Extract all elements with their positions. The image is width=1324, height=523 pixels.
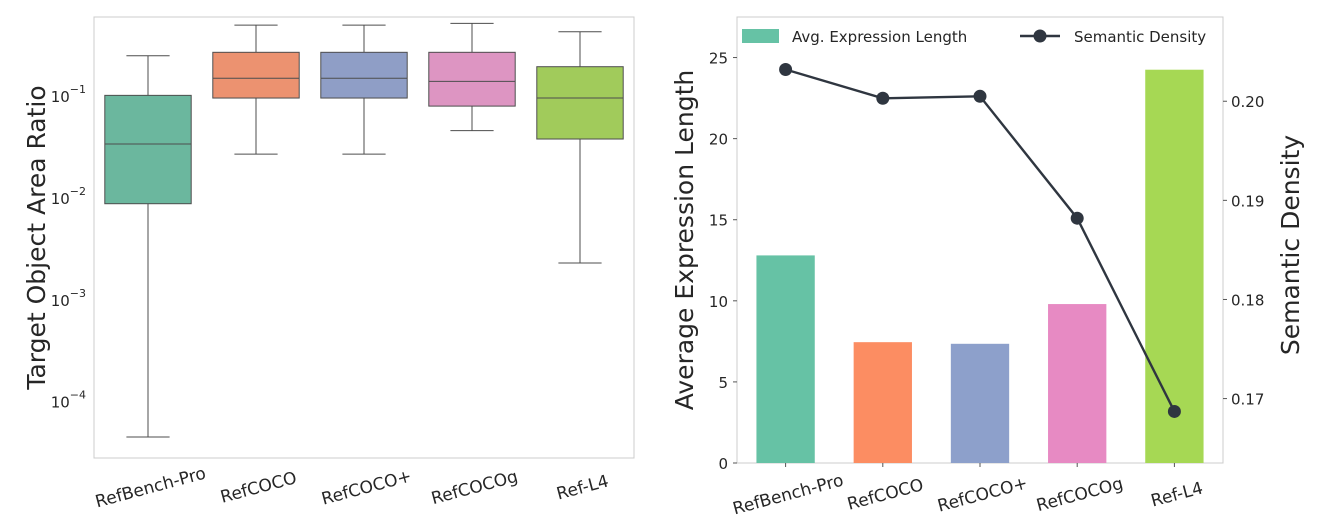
box-RefCOCOg <box>428 22 516 132</box>
density-point-RefCOCO+ <box>973 89 987 103</box>
bar-RefCOCO <box>853 342 912 463</box>
y-tick-label-left: 10−3 <box>51 287 86 310</box>
y-axis-label-left: Target Object Area Ratio <box>22 85 51 390</box>
y-tick-label-right-chart: 20 <box>709 131 728 149</box>
legend: Avg. Expression Length Semantic Density <box>742 28 1206 46</box>
y-tick-label-right-chart: 25 <box>709 50 728 68</box>
y2-tick-label: 0.18 <box>1231 291 1264 309</box>
plot-frame-left <box>93 16 635 459</box>
x-tick-label-right: RefBench-Pro <box>731 471 846 520</box>
box-iqr <box>212 51 300 99</box>
y2-tick-label: 0.20 <box>1231 93 1264 111</box>
density-point-RefCOCO <box>876 91 890 105</box>
density-point-RefCOCOg <box>1070 211 1084 225</box>
y-tick-label-right-chart: 0 <box>718 455 728 473</box>
x-tick-label-left: RefCOCOg <box>429 467 520 509</box>
box-RefCOCO+ <box>320 24 408 155</box>
legend-swatch-marker <box>1033 29 1047 43</box>
bar-RefCOCO+ <box>950 343 1010 463</box>
y2-tick-label: 0.19 <box>1231 192 1264 210</box>
y-axis-label-right-chart: Average Expression Length <box>670 70 699 411</box>
box-iqr <box>320 51 408 99</box>
y2-axis-label: Semantic Density <box>1276 135 1305 355</box>
x-tick-label-right: RefCOCOg <box>1034 474 1125 516</box>
y-tick-label-right-chart: 10 <box>709 293 728 311</box>
legend-swatch-bar <box>742 29 779 43</box>
density-point-RefBench-Pro <box>779 63 793 77</box>
y2-tick-label: 0.17 <box>1231 391 1264 409</box>
box-RefCOCO <box>212 24 300 155</box>
x-tick-label-left: RefCOCO+ <box>320 466 414 509</box>
legend-label-line: Semantic Density <box>1074 28 1206 46</box>
y-tick-label-right-chart: 15 <box>709 212 728 230</box>
box-RefBench-Pro <box>104 55 192 438</box>
box-iqr <box>428 51 516 107</box>
x-tick-label-right: Ref-L4 <box>1149 478 1205 511</box>
bar-Ref-L4 <box>1145 69 1204 463</box>
box-iqr <box>104 94 192 205</box>
x-tick-label-left: RefBench-Pro <box>93 464 208 513</box>
y-tick-label-left: 10−2 <box>51 185 86 208</box>
bar-RefCOCOg <box>1048 304 1107 463</box>
x-tick-label-right: RefCOCO+ <box>936 473 1030 516</box>
box-Ref-L4 <box>536 31 624 264</box>
y-tick-label-right-chart: 5 <box>718 374 728 392</box>
y-tick-label-left: 10−1 <box>51 83 86 106</box>
bar-RefBench-Pro <box>756 255 815 463</box>
legend-label-bar: Avg. Expression Length <box>792 28 967 46</box>
x-tick-label-left: Ref-L4 <box>554 471 610 504</box>
box-iqr <box>536 66 624 140</box>
y-tick-label-left: 10−4 <box>51 389 86 412</box>
x-tick-label-left: RefCOCO <box>218 468 299 508</box>
x-tick-label-right: RefCOCO <box>845 475 926 515</box>
density-point-Ref-L4 <box>1167 404 1181 418</box>
